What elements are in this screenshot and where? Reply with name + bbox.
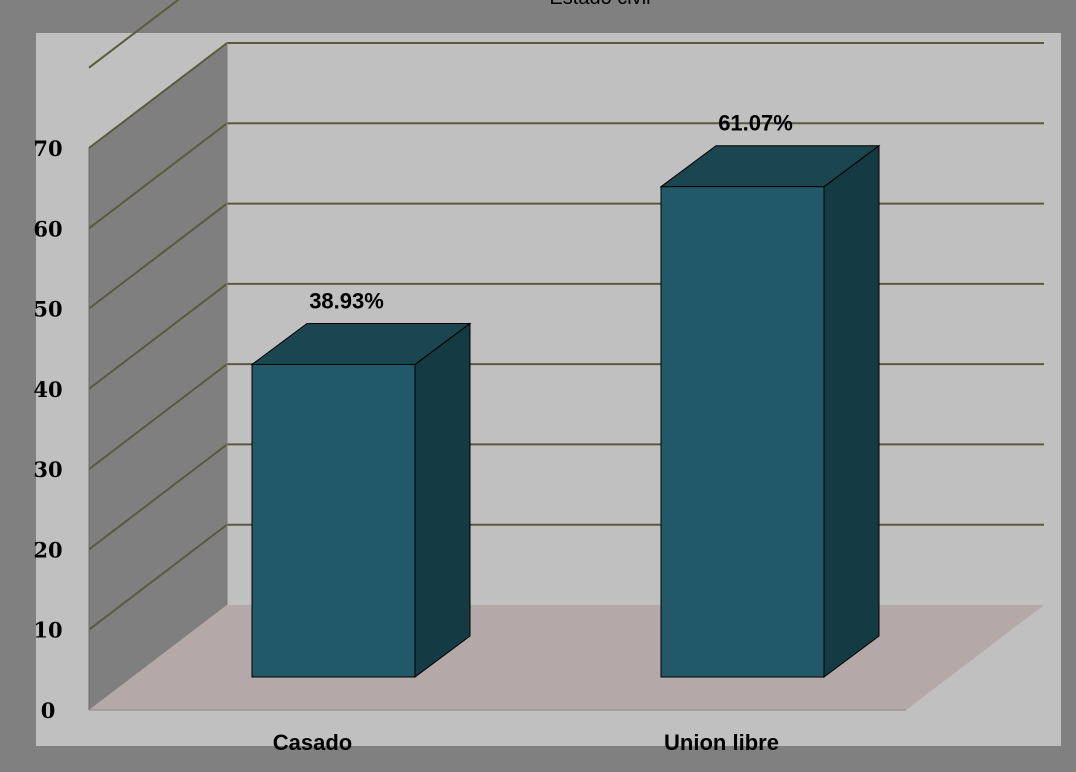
bar-front — [660, 186, 825, 678]
y-tick-label: 10 — [33, 618, 62, 643]
y-tick-label: 70 — [33, 136, 62, 161]
x-category-labels: Casado Union libre — [273, 730, 779, 755]
bar-1 — [250, 322, 472, 678]
gridline-side — [88, 443, 228, 551]
chart-title: Estado civil — [549, 0, 650, 9]
gridline-side — [88, 523, 228, 631]
y-tick-label: 30 — [33, 457, 62, 482]
y-tick-label: 60 — [33, 216, 62, 241]
bar-front — [251, 363, 416, 678]
bar-2 — [659, 144, 881, 678]
gridline-side — [88, 42, 228, 149]
gridline-side — [88, 363, 228, 470]
y-tick-label: 50 — [33, 297, 62, 322]
y-tick-labels: 0 10 20 30 40 50 60 70 — [33, 136, 62, 723]
y-tick-label: 20 — [33, 537, 62, 562]
category-label: Casado — [273, 730, 352, 755]
data-label: 38.93% — [309, 288, 384, 313]
gridline-side — [88, 283, 228, 390]
side-wall — [89, 43, 227, 710]
floor — [89, 605, 1044, 710]
bar-side — [414, 322, 471, 678]
data-label: 61.07% — [718, 111, 793, 136]
gridline-side — [88, 202, 228, 310]
gridline-side — [88, 0, 180, 69]
bars: 38.93% 61.07% — [250, 111, 881, 678]
y-tick-label: 40 — [33, 377, 62, 402]
y-tick-label: 0 — [41, 698, 56, 723]
category-label: Union libre — [664, 730, 779, 755]
bar-side — [823, 144, 880, 678]
gridline-side — [88, 122, 228, 230]
